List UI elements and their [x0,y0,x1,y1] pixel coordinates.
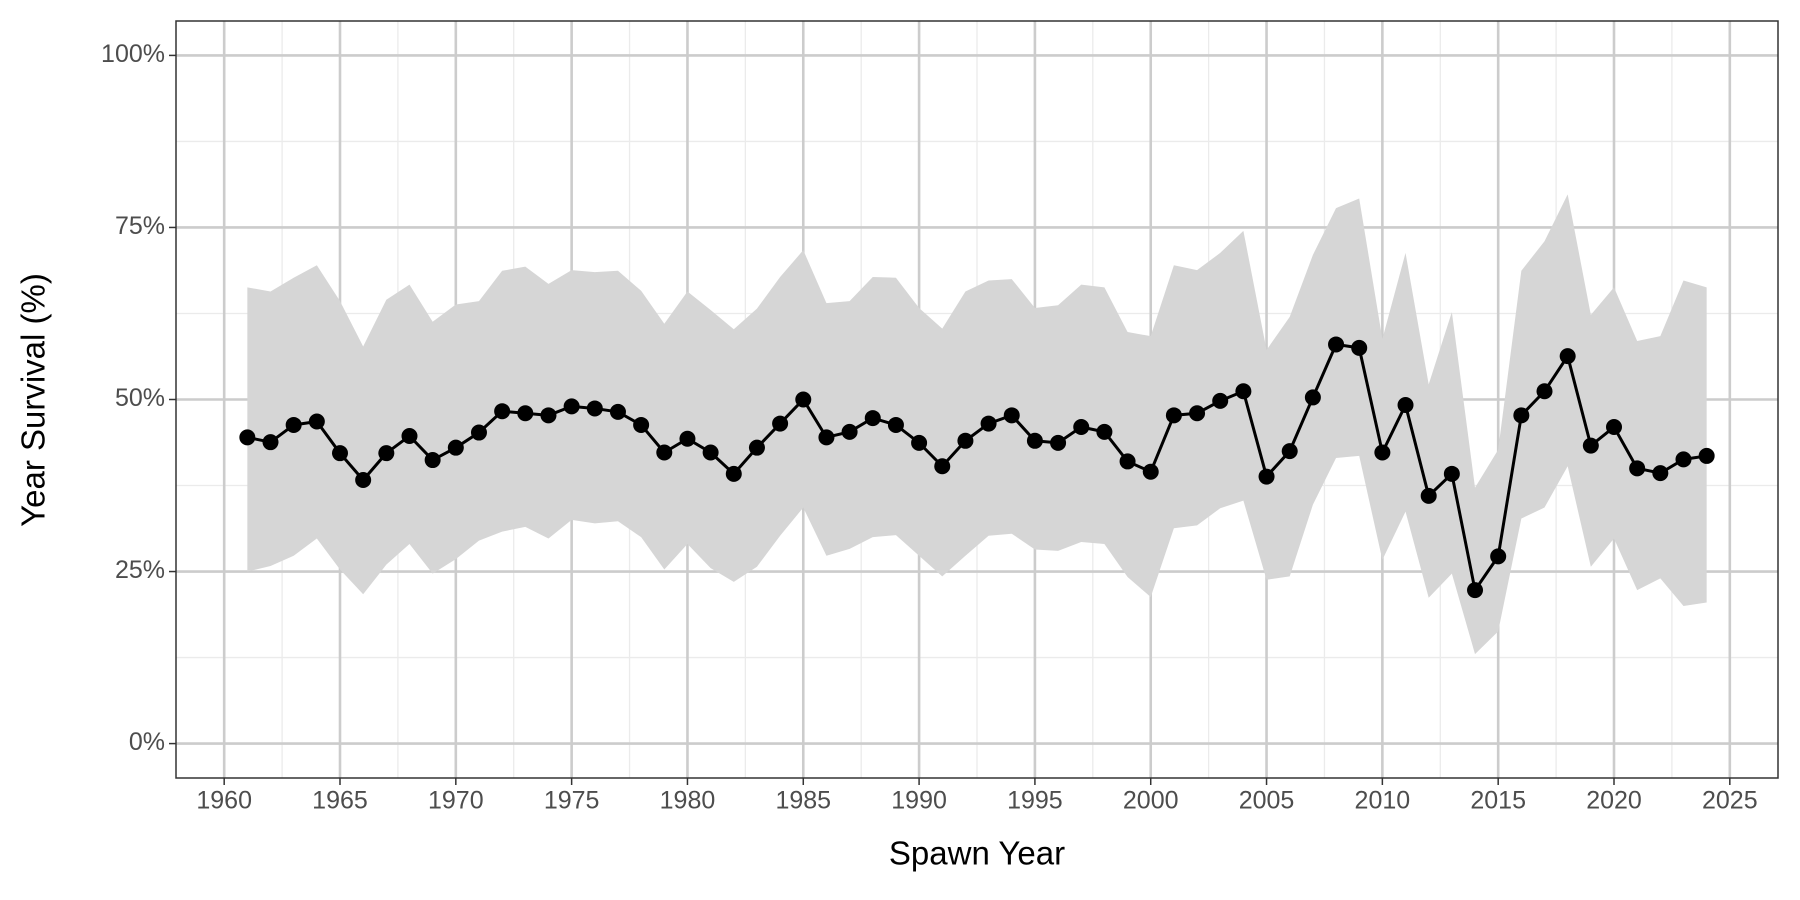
point [1606,419,1623,436]
point [1003,407,1020,424]
point [355,472,372,489]
point [1304,389,1321,406]
point [1536,383,1553,400]
point [494,403,511,420]
point [656,444,673,461]
confidence-band [247,194,1707,655]
point [1119,453,1136,470]
x-tick-label: 2015 [1470,787,1526,815]
point [331,445,348,462]
point [1467,582,1484,599]
point [1490,548,1507,565]
point [401,427,418,444]
point [1351,339,1368,356]
point [1420,487,1437,504]
point [725,465,742,482]
point [1559,348,1576,365]
point [1374,444,1391,461]
point [586,400,603,417]
point [1513,407,1530,424]
point [795,391,812,408]
x-tick-label: 2000 [1123,787,1179,815]
point [679,430,696,447]
y-axis-title: Year Survival (%) [15,273,52,527]
x-tick-label: 1980 [660,787,716,815]
point [1189,405,1206,422]
x-tick-label: 2020 [1586,787,1642,815]
point [285,416,302,433]
y-tick-label: 0% [129,728,165,756]
point [702,444,719,461]
line [247,342,1707,594]
point [1443,465,1460,482]
point [1629,460,1646,477]
plot-border [175,20,1779,779]
point [1652,465,1669,482]
point [1142,463,1159,480]
point [1698,447,1715,464]
point [633,416,650,433]
point [748,439,765,456]
point [1258,468,1275,485]
point [887,416,904,433]
point [1096,423,1113,440]
point [262,434,279,451]
x-tick-label: 2025 [1702,787,1758,815]
point [864,410,881,427]
point [934,458,951,475]
y-tick-label: 100% [101,40,165,68]
point [609,403,626,420]
point [957,432,974,449]
x-tick-label: 2005 [1239,787,1295,815]
point [772,415,789,432]
x-tick-label: 1970 [428,787,484,815]
y-tick-label: 25% [115,556,165,584]
x-tick-label: 1960 [196,787,252,815]
x-tick-label: 1965 [312,787,368,815]
point [1165,407,1182,424]
y-tick-label: 75% [115,212,165,240]
point [1073,419,1090,436]
point [911,434,928,451]
point [424,452,441,469]
point [517,405,534,422]
point [239,429,256,446]
point [841,423,858,440]
x-tick-label: 1975 [544,787,600,815]
point [378,445,395,462]
x-axis-title: Spawn Year [889,835,1065,872]
y-tick-label: 50% [115,384,165,412]
point [1675,451,1692,468]
point [540,407,557,424]
point [1582,437,1599,454]
point [1212,392,1229,409]
point [563,398,580,415]
x-tick-label: 2010 [1355,787,1411,815]
point [1235,383,1252,400]
point [1397,397,1414,414]
point [1281,443,1298,460]
point [470,424,487,441]
point [447,439,464,456]
point [1026,432,1043,449]
point [308,413,325,430]
x-tick-label: 1985 [775,787,831,815]
point [818,429,835,446]
point [1328,336,1345,353]
x-tick-label: 1990 [891,787,947,815]
point [1050,434,1067,451]
point [980,415,997,432]
x-tick-label: 1995 [1007,787,1063,815]
